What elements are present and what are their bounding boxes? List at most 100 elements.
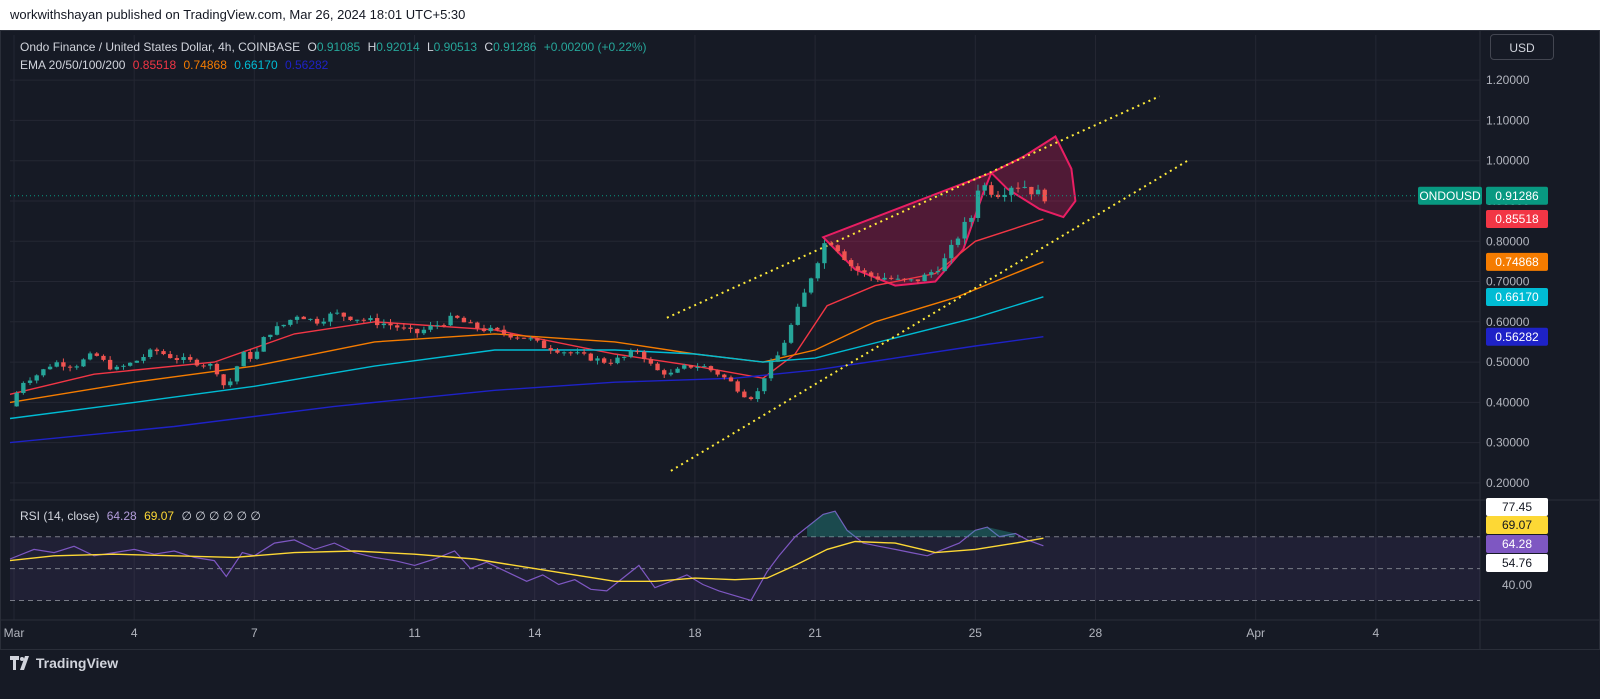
candle-body	[114, 366, 119, 370]
ema100-value: 0.66170	[234, 58, 278, 72]
ema20-label-bg	[1486, 210, 1548, 229]
ema-legend-row[interactable]: EMA 20/50/100/200 0.85518 0.74868 0.6617…	[20, 56, 651, 74]
candle-body	[281, 324, 286, 327]
ema200-value: 0.56282	[284, 58, 329, 72]
ema100-price-label: 0.66170	[1486, 287, 1548, 306]
candle-body	[588, 353, 593, 361]
rsi-value: 64.28	[106, 509, 137, 523]
candle-body	[835, 245, 840, 252]
candle-body	[788, 324, 794, 343]
price-tick-label: 1.00000	[1486, 154, 1530, 168]
ema200-price-label: 0.56282	[1486, 327, 1548, 346]
tradingview-logo[interactable]: TradingView	[10, 655, 118, 675]
candle-body	[87, 353, 93, 360]
candle-body	[308, 318, 313, 320]
candle-body	[748, 397, 754, 400]
candle-body	[41, 369, 46, 376]
candle-body	[161, 351, 166, 355]
candle-body	[334, 312, 340, 314]
price-tick-label: 0.60000	[1486, 315, 1530, 329]
close-label: C	[484, 40, 494, 54]
candle-body	[268, 334, 273, 338]
rsi-ma-value: 69.07	[144, 509, 175, 523]
candle-body	[969, 217, 974, 222]
candle-body	[942, 258, 947, 272]
candle-body	[869, 272, 874, 277]
time-tick-label: 11	[408, 626, 421, 640]
footer-bar	[0, 650, 1600, 699]
candle-body	[501, 329, 507, 334]
candle-body	[154, 349, 160, 352]
candle-body	[889, 277, 894, 279]
rsi-axis-label-bg	[1486, 498, 1548, 516]
open-label: O	[307, 40, 317, 54]
candle-body	[361, 319, 366, 321]
candle-body	[127, 362, 133, 366]
candle-body	[461, 317, 467, 323]
candle-body	[628, 351, 634, 357]
candle-body	[915, 279, 921, 282]
chart-legend: Ondo Finance / United States Dollar, 4h,…	[20, 38, 651, 74]
candle-body	[782, 342, 787, 356]
candle-body	[61, 362, 66, 367]
candle-body	[895, 278, 901, 280]
candle-body	[101, 355, 106, 360]
time-tick-label: 7	[251, 626, 258, 640]
last-label-bg	[1486, 186, 1548, 205]
candle-body	[348, 316, 353, 321]
rsi-axis-label-text: 64.28	[1502, 537, 1532, 551]
rsi-line	[9, 510, 1044, 602]
symbol-legend-row[interactable]: Ondo Finance / United States Dollar, 4h,…	[20, 38, 651, 56]
candle-body	[521, 337, 527, 339]
candle-body	[815, 263, 820, 279]
candle-body	[194, 359, 200, 366]
candle-body	[1022, 186, 1027, 188]
candle-body	[728, 377, 734, 382]
candle-body	[515, 337, 520, 339]
candle-body	[795, 306, 800, 325]
candle-body	[67, 366, 73, 368]
candle-body	[14, 393, 19, 407]
candle-body	[221, 374, 226, 386]
tradingview-logo-icon	[10, 656, 29, 670]
candle-body	[648, 359, 654, 364]
currency-button[interactable]: USD	[1490, 34, 1554, 60]
candle-body	[248, 351, 253, 359]
time-tick-label: 14	[528, 626, 542, 640]
ema200-label-text: 0.56282	[1495, 330, 1539, 344]
change-value: +0.00200 (+0.22%)	[543, 40, 647, 54]
candle-body	[435, 325, 440, 327]
rsi-overbought-fill	[807, 511, 1016, 537]
price-tick-label: 1.20000	[1486, 73, 1530, 87]
candle-body	[188, 357, 193, 360]
candle-body	[802, 292, 807, 307]
candle-body	[508, 333, 513, 338]
rsi-legend[interactable]: RSI (14, close) 64.28 69.07 ∅ ∅ ∅ ∅ ∅ ∅	[20, 509, 265, 523]
candle-body	[862, 270, 867, 273]
chart-area[interactable]	[0, 30, 1600, 650]
rsi-axis-label-bg	[1486, 535, 1548, 553]
time-tick-label: Mar	[4, 626, 25, 640]
candle-body	[288, 319, 293, 325]
price-tick-label: 1.10000	[1486, 113, 1530, 127]
lower-trendline	[670, 159, 1189, 472]
candle-body	[675, 368, 680, 373]
rsi-axis-label: 64.28	[1486, 535, 1548, 553]
candle-body	[141, 356, 146, 361]
candle-body	[321, 321, 326, 324]
candle-body	[301, 316, 306, 320]
candle-body	[601, 358, 607, 363]
low-label: L	[426, 40, 434, 54]
candle-body	[962, 221, 967, 239]
low-value: 0.90513	[433, 40, 478, 54]
candle-body	[488, 327, 493, 332]
candle-body	[568, 352, 573, 354]
price-tick-label: 0.20000	[1486, 476, 1530, 490]
candle-body	[354, 319, 360, 321]
candle-body	[34, 375, 39, 381]
candle-body	[47, 366, 53, 370]
candle-body	[475, 322, 480, 329]
ema20-line	[9, 218, 1044, 395]
